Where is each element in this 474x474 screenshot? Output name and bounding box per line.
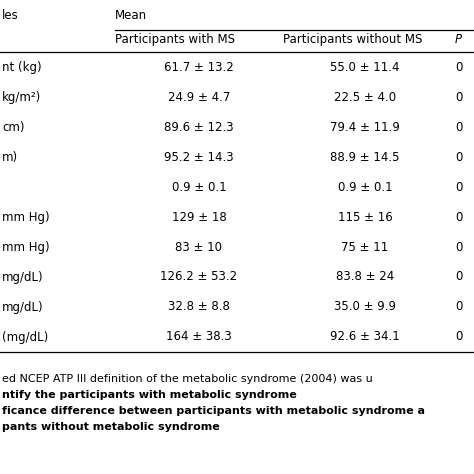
Text: 115 ± 16: 115 ± 16 — [337, 210, 392, 224]
Text: P: P — [455, 33, 462, 46]
Text: 22.5 ± 4.0: 22.5 ± 4.0 — [334, 91, 396, 103]
Text: Mean: Mean — [115, 9, 147, 21]
Text: 164 ± 38.3: 164 ± 38.3 — [166, 330, 232, 344]
Text: 0: 0 — [455, 151, 462, 164]
Text: mg/dL): mg/dL) — [2, 271, 44, 283]
Text: 0: 0 — [455, 210, 462, 224]
Text: 0: 0 — [455, 330, 462, 344]
Text: 24.9 ± 4.7: 24.9 ± 4.7 — [168, 91, 230, 103]
Text: 0: 0 — [455, 271, 462, 283]
Text: m): m) — [2, 151, 18, 164]
Text: pants without metabolic syndrome: pants without metabolic syndrome — [2, 422, 220, 432]
Text: 0: 0 — [455, 120, 462, 134]
Text: 35.0 ± 9.9: 35.0 ± 9.9 — [334, 301, 396, 313]
Text: 0.9 ± 0.1: 0.9 ± 0.1 — [172, 181, 226, 193]
Text: ntify the participants with metabolic syndrome: ntify the participants with metabolic sy… — [2, 390, 297, 400]
Text: 92.6 ± 34.1: 92.6 ± 34.1 — [330, 330, 400, 344]
Text: 95.2 ± 14.3: 95.2 ± 14.3 — [164, 151, 234, 164]
Text: nt (kg): nt (kg) — [2, 61, 42, 73]
Text: 61.7 ± 13.2: 61.7 ± 13.2 — [164, 61, 234, 73]
Text: 89.6 ± 12.3: 89.6 ± 12.3 — [164, 120, 234, 134]
Text: ed NCEP ATP III definition of the metabolic syndrome (2004) was u: ed NCEP ATP III definition of the metabo… — [2, 374, 373, 384]
Text: 0: 0 — [455, 61, 462, 73]
Text: mm Hg): mm Hg) — [2, 210, 50, 224]
Text: 0: 0 — [455, 181, 462, 193]
Text: 79.4 ± 11.9: 79.4 ± 11.9 — [330, 120, 400, 134]
Text: 0: 0 — [455, 301, 462, 313]
Text: 0: 0 — [455, 91, 462, 103]
Text: 126.2 ± 53.2: 126.2 ± 53.2 — [160, 271, 237, 283]
Text: cm): cm) — [2, 120, 25, 134]
Text: ficance difference between participants with metabolic syndrome a: ficance difference between participants … — [2, 406, 425, 416]
Text: 55.0 ± 11.4: 55.0 ± 11.4 — [330, 61, 400, 73]
Text: 0.9 ± 0.1: 0.9 ± 0.1 — [337, 181, 392, 193]
Text: Participants with MS: Participants with MS — [115, 33, 235, 46]
Text: 75 ± 11: 75 ± 11 — [341, 240, 389, 254]
Text: 88.9 ± 14.5: 88.9 ± 14.5 — [330, 151, 400, 164]
Text: (mg/dL): (mg/dL) — [2, 330, 48, 344]
Text: mg/dL): mg/dL) — [2, 301, 44, 313]
Text: 83 ± 10: 83 ± 10 — [175, 240, 222, 254]
Text: 0: 0 — [455, 240, 462, 254]
Text: 83.8 ± 24: 83.8 ± 24 — [336, 271, 394, 283]
Text: les: les — [2, 9, 19, 21]
Text: Participants without MS: Participants without MS — [283, 33, 422, 46]
Text: mm Hg): mm Hg) — [2, 240, 50, 254]
Text: kg/m²): kg/m²) — [2, 91, 41, 103]
Text: 32.8 ± 8.8: 32.8 ± 8.8 — [168, 301, 230, 313]
Text: 129 ± 18: 129 ± 18 — [172, 210, 227, 224]
